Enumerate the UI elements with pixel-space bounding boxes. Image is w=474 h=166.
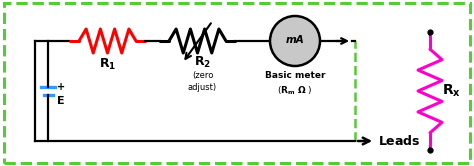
Text: $\mathbf{R_1}$: $\mathbf{R_1}$ — [99, 57, 116, 72]
Text: mA: mA — [286, 35, 304, 45]
Circle shape — [270, 16, 320, 66]
Text: $\mathbf{R_x}$: $\mathbf{R_x}$ — [442, 83, 461, 99]
Text: $\mathbf{Leads}$: $\mathbf{Leads}$ — [378, 134, 420, 148]
Text: E: E — [57, 96, 64, 106]
Text: $\mathbf{R_2}$: $\mathbf{R_2}$ — [194, 55, 211, 70]
Text: (zero
adjust): (zero adjust) — [188, 71, 217, 92]
Text: Basic meter: Basic meter — [265, 71, 325, 80]
Text: +: + — [57, 82, 65, 92]
Text: $(\mathbf{R_m}\ \mathbf{\Omega}\ )$: $(\mathbf{R_m}\ \mathbf{\Omega}\ )$ — [277, 84, 313, 96]
